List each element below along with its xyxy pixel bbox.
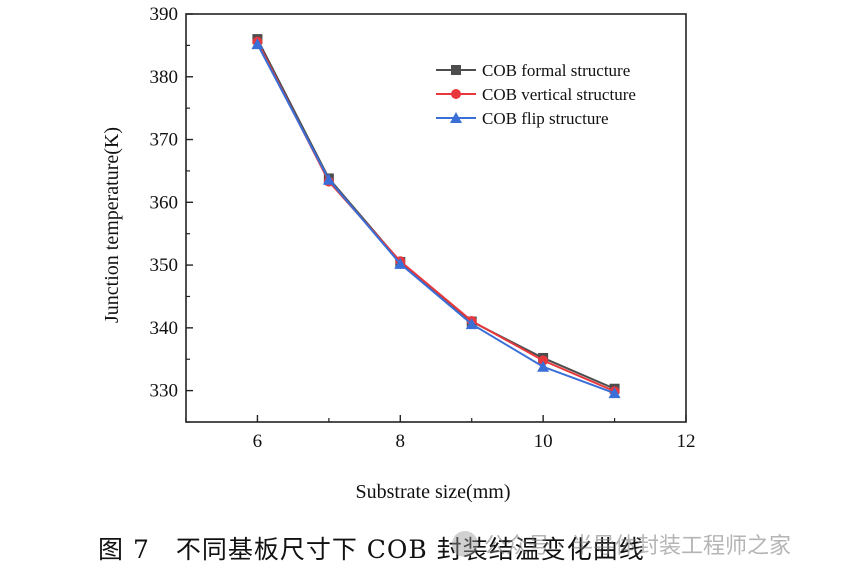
legend-label: COB formal structure [482, 61, 630, 80]
data-point [465, 318, 478, 330]
y-axis-title: Junction temperature(K) [101, 127, 123, 323]
data-point [251, 38, 264, 50]
legend-marker [451, 89, 461, 99]
x-tick-label: 12 [677, 431, 696, 452]
plot-frame [185, 13, 687, 423]
x-tick-label: 6 [253, 431, 263, 452]
y-tick-label: 360 [150, 192, 179, 213]
y-tick-label: 350 [150, 255, 179, 276]
legend-marker [451, 65, 461, 75]
y-tick-label: 340 [150, 318, 179, 339]
data-point [394, 257, 407, 269]
watermark: 公众号 · 半导体封装工程师之家 [452, 528, 791, 560]
x-tick-label: 10 [534, 431, 553, 452]
legend-label: COB flip structure [482, 109, 609, 128]
legend-label: COB vertical structure [482, 85, 636, 104]
y-tick-label: 330 [150, 381, 179, 402]
caption-text: 图 7 不同基板尺寸下 COB 封装结温变化曲线 [98, 535, 645, 564]
chart-svg: 6 8 10 12 330 340 350 360 370 380 390 COB formal st… [101, 4, 696, 503]
wechat-icon [452, 531, 478, 557]
data-point [608, 387, 621, 399]
y-tick-label: 380 [150, 67, 179, 88]
y-tick-label: 370 [150, 130, 179, 151]
x-tick-label: 8 [396, 431, 406, 452]
series-line-3 [256, 43, 615, 395]
data-point [322, 173, 335, 185]
y-tick-label: 390 [150, 4, 179, 25]
watermark-text: 公众号 · 半导体封装工程师之家 [484, 534, 791, 559]
x-axis-title: Substrate size(mm) [356, 481, 511, 503]
plot-area: 6 8 10 12 330 340 350 360 370 380 390 COB formal st… [150, 4, 696, 452]
data-point [538, 355, 549, 366]
figure-caption: 图 7 不同基板尺寸下 COB 封装结温变化曲线 公众号 · 半导体封装工程师之… [0, 526, 865, 566]
data-point [537, 360, 550, 372]
legend-marker [450, 112, 462, 123]
